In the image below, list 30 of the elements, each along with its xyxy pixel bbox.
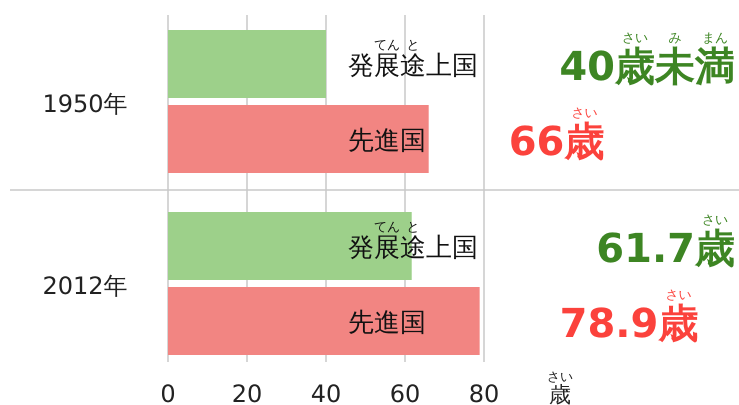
data-label: 78.9歳 [560,301,698,347]
text: さい [702,213,728,228]
x-axis-title: 歳 [549,383,571,405]
data-label: 61.7歳 [596,226,735,272]
x-tick-label: 0 [160,380,176,405]
text: まん [702,31,728,46]
text: さい [665,288,692,303]
annotation: てん [374,38,400,53]
text: てん [374,220,400,235]
text: 発展途上国 [348,51,478,81]
text: み [668,31,682,46]
y-tick-label: 2012年 [42,272,128,300]
y-tick-label: 1950年 [42,90,128,118]
x-tick-label: 20 [232,380,262,405]
text: さい [622,31,648,46]
series-label: 発展途上国 [348,233,478,263]
text: さい [547,370,573,385]
series-label: 先進国 [348,126,426,156]
text: 先進国 [348,308,426,338]
bar [168,287,480,355]
x-tick-label: 60 [390,380,420,405]
bar [168,105,429,173]
text: と [406,220,420,235]
bar [168,30,326,98]
data-label: 66歳 [508,119,604,165]
x-tick-label: 80 [468,380,500,405]
annotation: と [406,38,420,53]
data-label: 40歳未満 [559,44,735,90]
x-tick-label: 40 [310,380,342,405]
text: さい [571,106,598,121]
